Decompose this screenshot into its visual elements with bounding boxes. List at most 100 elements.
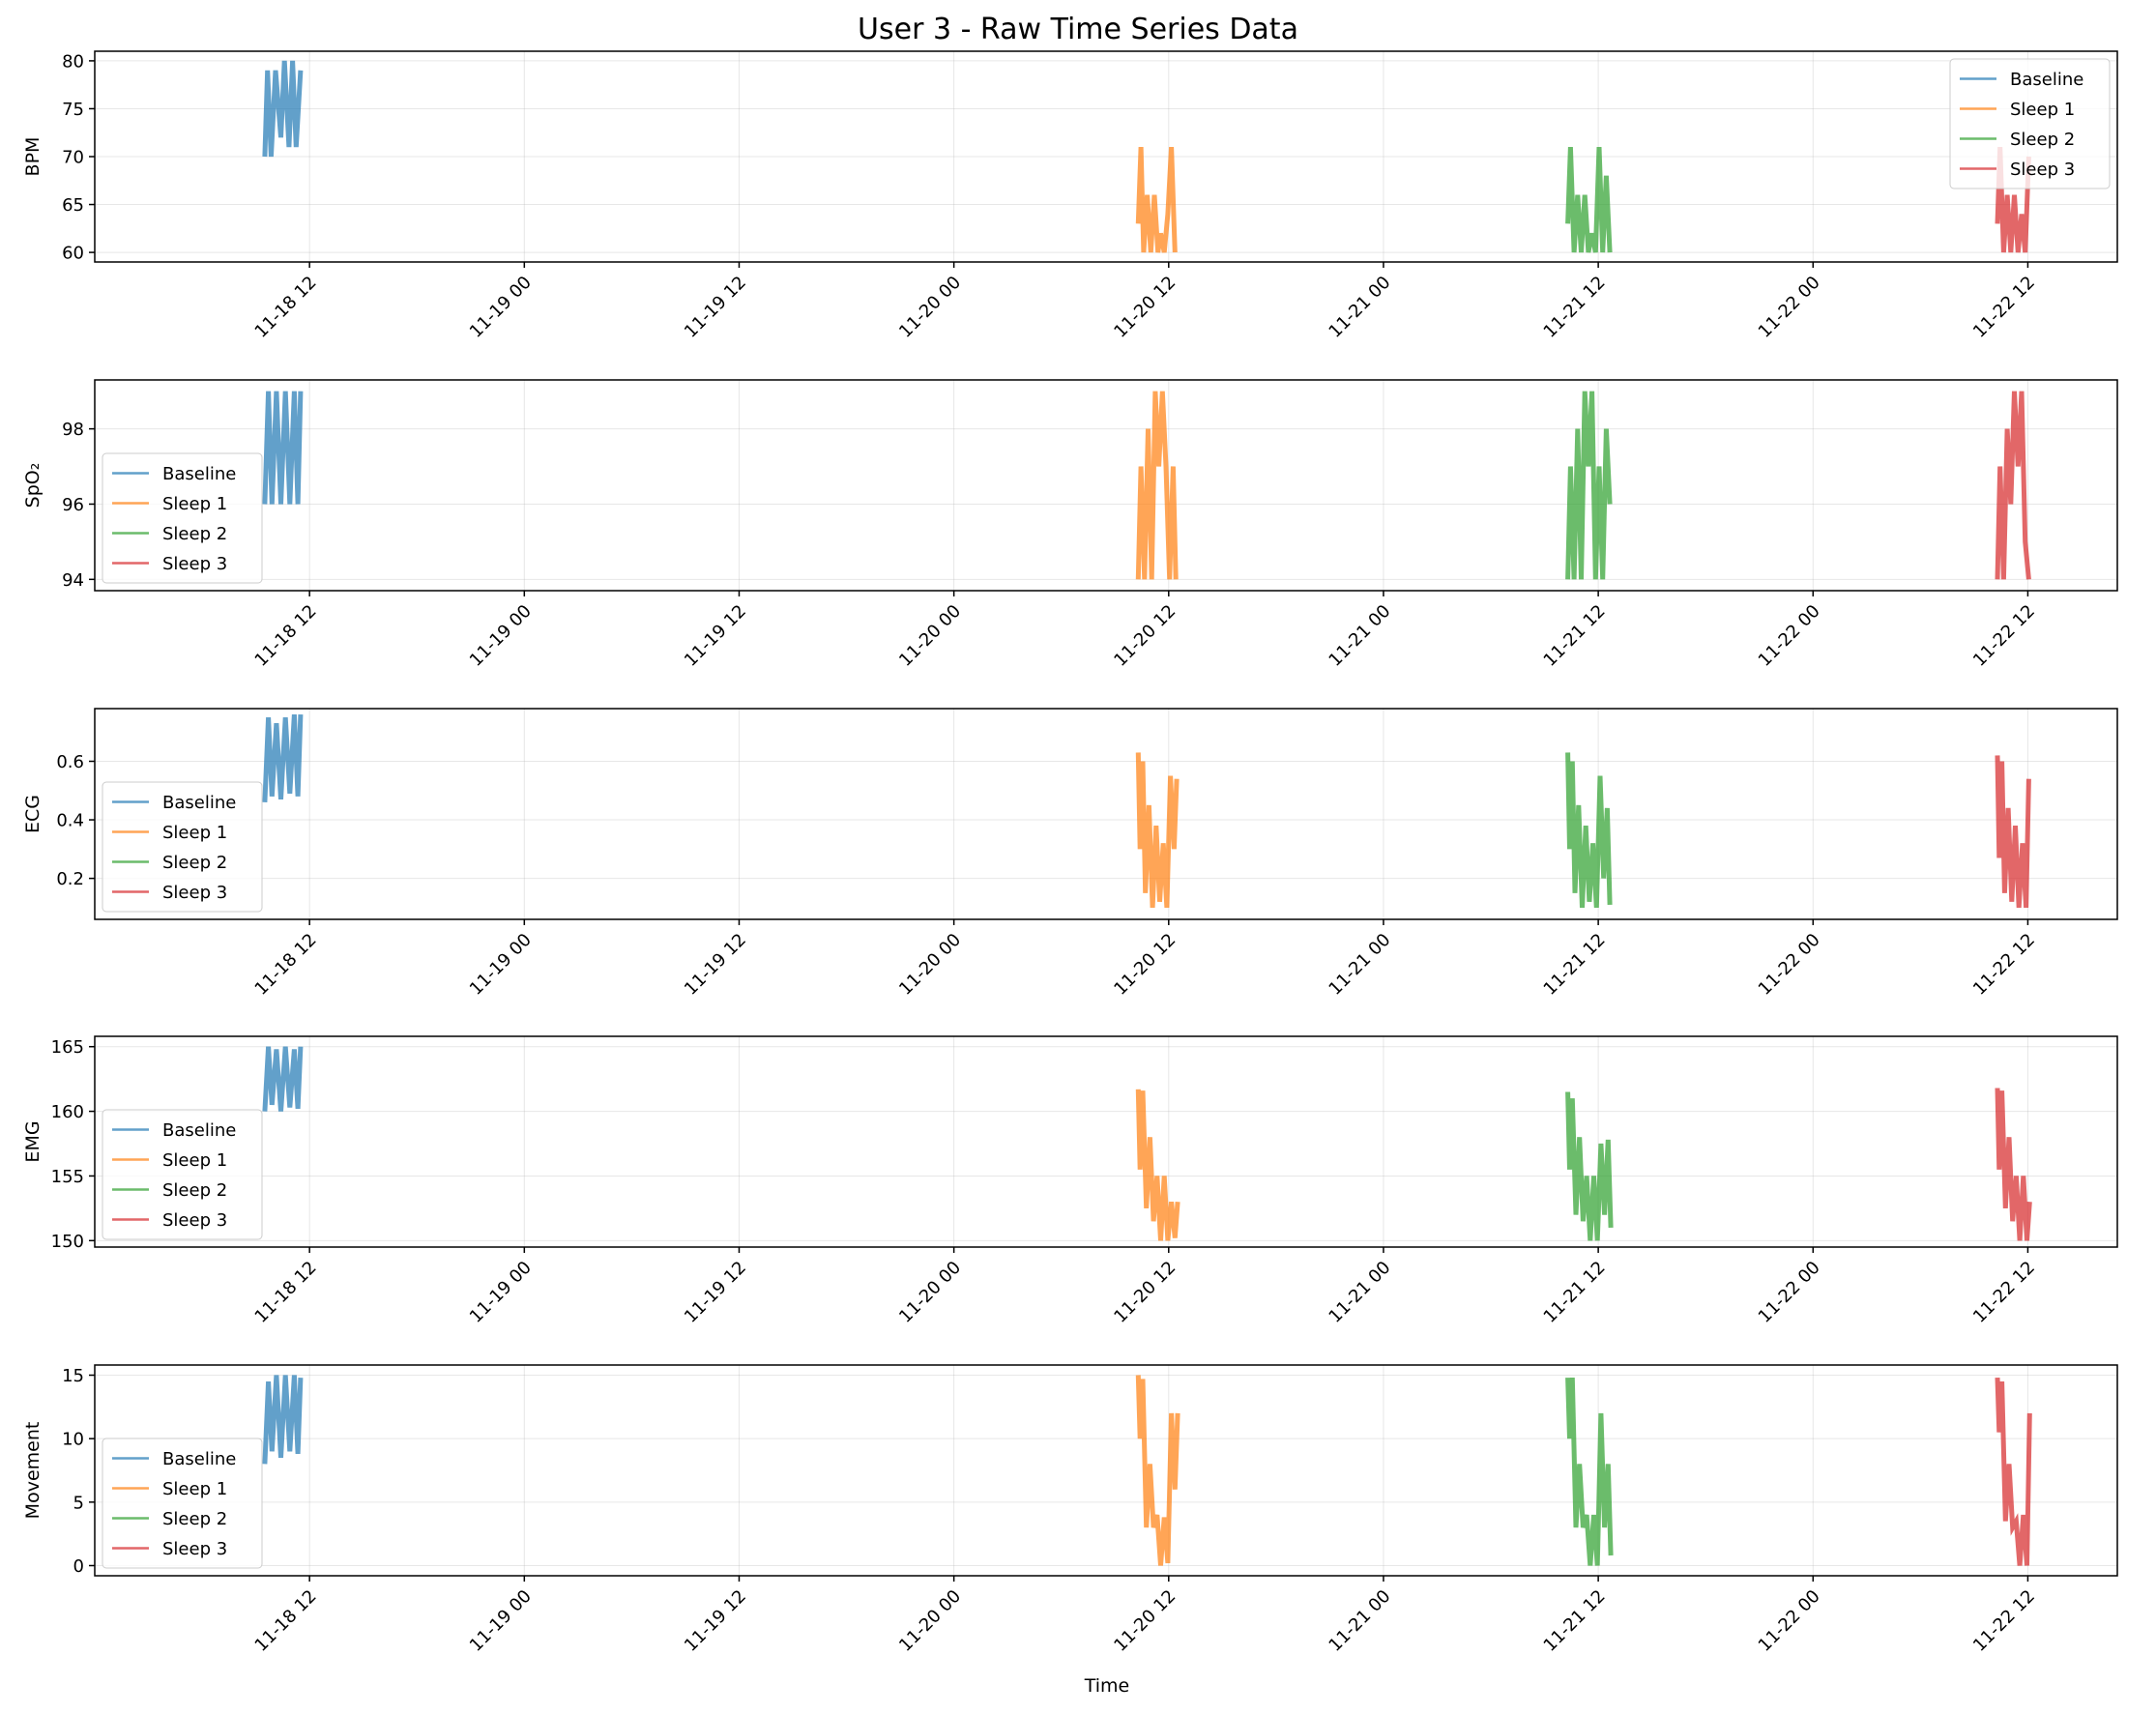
legend-label: Sleep 1 [162,823,227,843]
x-tick-label: 11-20 12 [1110,930,1180,1000]
y-tick-label: 98 [62,420,84,440]
x-tick-label: 11-22 12 [1969,1586,2039,1656]
legend-label: Sleep 3 [2010,160,2075,180]
legend-label: Baseline [162,464,236,484]
x-axis-label: Time [1084,1675,1130,1697]
y-tick-label: 0.4 [56,811,84,831]
x-tick-label: 11-22 00 [1755,601,1824,671]
series-line-sleep-2 [1565,1377,1614,1566]
x-tick-label: 11-22 12 [1969,273,2039,342]
x-tick-label: 11-18 12 [251,1586,321,1656]
x-tick-label: 11-21 00 [1325,930,1394,1000]
x-tick-label: 11-21 00 [1325,1586,1394,1656]
y-axis-label: Movement [22,1422,44,1520]
x-tick-label: 11-18 12 [251,601,321,671]
x-tick-label: 11-19 00 [466,930,536,1000]
series-group [262,391,2031,580]
legend: Baseline Sleep 1 Sleep 2 Sleep 3 [1949,58,2111,189]
x-tick-label: 11-21 00 [1325,273,1394,342]
y-tick-label: 65 [62,195,84,216]
y-axis-label: EMG [22,1120,44,1162]
y-tick-label: 94 [62,570,84,591]
series-line-sleep-2 [1565,1091,1614,1241]
y-tick-label: 0 [73,1556,84,1577]
x-tick-label: 11-21 12 [1540,601,1610,671]
x-tick-label: 11-21 00 [1325,601,1394,671]
x-tick-label: 11-22 00 [1755,1258,1824,1327]
legend-label: Sleep 2 [162,1180,227,1201]
series-line-sleep-2 [1565,391,1613,580]
legend: Baseline Sleep 1 Sleep 2 Sleep 3 [102,1109,263,1240]
figure-title: User 3 - Raw Time Series Data [858,13,1298,46]
axes-frame [94,1364,2118,1577]
y-axis-label: BPM [22,137,44,177]
legend-label: Baseline [2010,70,2083,90]
series-line-sleep-1 [1135,1375,1180,1566]
legend-label: Baseline [162,793,236,813]
x-tick-label: 11-20 00 [895,930,965,1000]
x-tick-label: 11-19 00 [466,601,536,671]
x-tick-label: 11-22 00 [1755,930,1824,1000]
panel-5: 0 5 10 15 Movement 11-18 12 11-19 00 11-19 12 11… [22,1364,2118,1656]
panel-1: 60 65 70 75 80 BPM 11-18 12 11-19 00 11-19 12 11-… [22,50,2118,342]
x-tick-label: 11-21 00 [1325,1258,1394,1327]
panel-2: 94 96 98 SpO₂ 11-18 12 11-19 00 11-19 12 11-20 … [22,379,2118,671]
x-tick-label: 11-22 00 [1755,273,1824,342]
legend-label: Baseline [162,1449,236,1469]
legend-box [102,1109,263,1240]
series-group [262,1046,2032,1241]
y-tick-label: 75 [62,100,84,120]
x-tick-label: 11-19 00 [466,1258,536,1327]
x-tick-label: 11-21 12 [1540,1586,1610,1656]
series-line-baseline [262,1375,304,1465]
series-line-baseline [262,391,304,505]
series-group [262,713,2031,909]
x-tick-label: 11-21 12 [1540,930,1610,1000]
y-tick-label: 15 [62,1366,84,1386]
x-tick-label: 11-22 00 [1755,1586,1824,1656]
legend-label: Baseline [162,1120,236,1141]
panel-3: 0.2 0.4 0.6 ECG 11-18 12 11-19 00 11-19 12 11-2… [22,708,2118,1000]
x-tick-label: 11-19 12 [681,273,750,342]
y-tick-label: 0.6 [56,752,84,772]
y-tick-label: 160 [51,1102,84,1122]
series-line-sleep-2 [1565,147,1613,253]
x-tick-label: 11-20 00 [895,1586,965,1656]
legend-box [102,452,263,584]
y-axis-label: SpO₂ [22,463,44,508]
x-tick-label: 11-20 00 [895,273,965,342]
series-line-baseline [262,713,304,803]
series-line-sleep-1 [1135,752,1180,909]
y-tick-label: 5 [73,1493,84,1513]
panels: 60 65 70 75 80 BPM 11-18 12 11-19 00 11-19 12 11-… [22,50,2118,1656]
legend-box [102,781,263,913]
x-tick-label: 11-18 12 [251,273,321,342]
y-tick-label: 0.2 [56,869,84,889]
legend-box [102,1438,263,1569]
legend-label: Sleep 3 [162,554,227,574]
series-line-sleep-1 [1135,1089,1180,1241]
series-line-sleep-3 [1995,391,2031,580]
series-line-baseline [262,60,304,158]
x-tick-label: 11-20 12 [1110,273,1180,342]
y-tick-label: 96 [62,495,84,515]
y-tick-label: 60 [62,244,84,264]
x-tick-label: 11-19 00 [466,1586,536,1656]
y-tick-label: 155 [51,1167,84,1187]
legend: Baseline Sleep 1 Sleep 2 Sleep 3 [102,1438,263,1569]
legend: Baseline Sleep 1 Sleep 2 Sleep 3 [102,452,263,584]
legend-label: Sleep 1 [162,1150,227,1171]
x-tick-label: 11-22 12 [1969,601,2039,671]
legend-label: Sleep 1 [162,1479,227,1499]
x-tick-label: 11-20 12 [1110,1258,1180,1327]
legend-label: Sleep 2 [162,1509,227,1529]
y-tick-label: 10 [62,1430,84,1450]
legend-label: Sleep 3 [162,1539,227,1559]
panel-4: 150 155 160 165 EMG 11-18 12 11-19 00 11-19 12 1… [22,1035,2118,1327]
legend-label: Sleep 3 [162,1210,227,1231]
series-line-baseline [262,1046,304,1112]
x-tick-label: 11-19 12 [681,1586,750,1656]
x-tick-label: 11-20 00 [895,1258,965,1327]
